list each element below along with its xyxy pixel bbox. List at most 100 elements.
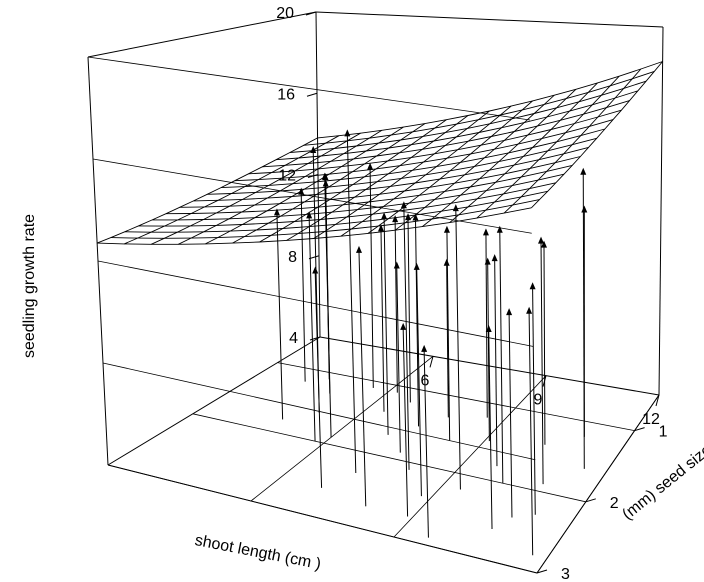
point-marker-32 bbox=[312, 266, 319, 274]
box-edge-left-bottom bbox=[107, 336, 321, 466]
point-marker-33 bbox=[273, 208, 280, 216]
surface-layer bbox=[96, 61, 663, 245]
point-stem-12 bbox=[403, 207, 410, 470]
surface-line-y-2 bbox=[289, 80, 647, 153]
z-tick-4 bbox=[305, 11, 317, 16]
point-stem-28 bbox=[508, 314, 513, 518]
point-stem-30 bbox=[308, 217, 316, 442]
point-marker-23 bbox=[529, 282, 536, 290]
point-stem-10 bbox=[396, 267, 401, 453]
point-stem-7 bbox=[407, 219, 411, 403]
point-stem-26 bbox=[423, 350, 429, 538]
y-tick-label-2: 3 bbox=[561, 566, 570, 582]
point-marker-19 bbox=[496, 225, 503, 233]
x-tick-label-2: 12 bbox=[642, 411, 660, 428]
z-tick-label-4: 20 bbox=[276, 5, 294, 22]
z-tick-label-3: 16 bbox=[277, 86, 295, 103]
y-axis-label: (mm) seed size bbox=[619, 441, 704, 523]
points-layer bbox=[273, 129, 588, 556]
point-stem-9 bbox=[346, 135, 357, 474]
point-marker-35 bbox=[581, 205, 588, 213]
point-stem-0 bbox=[300, 193, 306, 382]
z-tick-3 bbox=[306, 92, 318, 97]
point-marker-26 bbox=[421, 344, 428, 352]
point-stem-33 bbox=[276, 214, 284, 420]
point-marker-25 bbox=[526, 306, 533, 314]
point-marker-17 bbox=[452, 204, 459, 212]
x-tick-1 bbox=[542, 375, 547, 387]
point-marker-21 bbox=[485, 324, 492, 332]
box-edge-top-back bbox=[315, 11, 664, 28]
point-stem-32 bbox=[314, 272, 323, 488]
point-stem-17 bbox=[455, 210, 461, 490]
surface-line-x-3 bbox=[178, 129, 383, 245]
point-stem-16 bbox=[487, 263, 490, 442]
surface-line-y-7 bbox=[220, 128, 606, 189]
box-edge-right-vertical bbox=[658, 26, 664, 396]
floor-grid-x-0 bbox=[250, 356, 434, 502]
point-stem-8 bbox=[383, 218, 389, 435]
point-marker-15 bbox=[413, 262, 420, 270]
z-axis-label: seedling growth rate bbox=[21, 214, 38, 358]
x-tick-0 bbox=[429, 356, 434, 368]
point-marker-28 bbox=[506, 308, 513, 316]
point-marker-8 bbox=[381, 212, 388, 220]
surface-line-y-3 bbox=[276, 90, 638, 161]
x-tick-2 bbox=[655, 394, 660, 407]
y-tick-1 bbox=[585, 498, 596, 503]
surface-line-y-15 bbox=[110, 199, 540, 239]
point-stem-29 bbox=[394, 221, 398, 393]
point-marker-10 bbox=[393, 261, 400, 269]
z-tick-2 bbox=[307, 174, 319, 178]
point-stem-15 bbox=[416, 268, 422, 497]
box-edge-top-left bbox=[87, 11, 317, 58]
point-marker-31 bbox=[412, 213, 419, 221]
floor-grid-y-1 bbox=[192, 413, 586, 503]
surface-line-x-2 bbox=[151, 132, 361, 245]
point-marker-22 bbox=[538, 236, 545, 244]
point-marker-5 bbox=[321, 172, 328, 180]
x-axis-label: shoot length (cm ) bbox=[193, 532, 322, 573]
y-tick-2 bbox=[536, 569, 548, 574]
z-tick-0 bbox=[309, 336, 321, 341]
point-marker-12 bbox=[400, 201, 407, 209]
point-stem-14 bbox=[485, 234, 488, 418]
floor-grid-x-1 bbox=[393, 375, 547, 538]
point-stem-25 bbox=[528, 312, 534, 556]
point-stem-11 bbox=[446, 264, 449, 418]
y-tick-label-1: 2 bbox=[610, 495, 619, 512]
point-stem-21 bbox=[488, 330, 493, 529]
point-stem-23 bbox=[532, 288, 536, 515]
point-marker-6 bbox=[377, 224, 384, 232]
point-stem-19 bbox=[499, 231, 504, 484]
surface-line-x-10 bbox=[367, 100, 533, 234]
z-tick-label-0: 4 bbox=[289, 330, 298, 347]
x-tick-label-0: 6 bbox=[421, 372, 430, 389]
y-tick-label-0: 1 bbox=[659, 424, 668, 441]
surface-line-y-16 bbox=[97, 207, 532, 245]
point-stem-5 bbox=[324, 178, 332, 438]
z-tick-1 bbox=[308, 255, 320, 260]
surface-line-x-14 bbox=[476, 75, 620, 219]
surface-line-y-8 bbox=[207, 137, 597, 195]
back-wall-z-3 bbox=[92, 158, 532, 234]
point-stem-31 bbox=[415, 219, 420, 427]
floor-grid-y-2 bbox=[107, 464, 538, 574]
surface-line-y-0 bbox=[317, 61, 663, 139]
surface-line-y-13 bbox=[138, 182, 556, 227]
z-tick-label-2: 12 bbox=[278, 168, 296, 185]
back-wall-z-4 bbox=[87, 56, 531, 121]
point-stem-27 bbox=[402, 328, 409, 517]
point-marker-18 bbox=[491, 254, 498, 262]
point-marker-24 bbox=[580, 167, 587, 175]
point-marker-7 bbox=[405, 213, 412, 221]
surface-line-x-12 bbox=[422, 88, 577, 227]
box-layer bbox=[87, 11, 664, 574]
point-marker-30 bbox=[306, 211, 313, 219]
surface-line-y-12 bbox=[152, 173, 565, 221]
point-marker-9 bbox=[344, 129, 351, 137]
point-marker-4 bbox=[367, 162, 374, 170]
point-marker-11 bbox=[443, 258, 450, 266]
